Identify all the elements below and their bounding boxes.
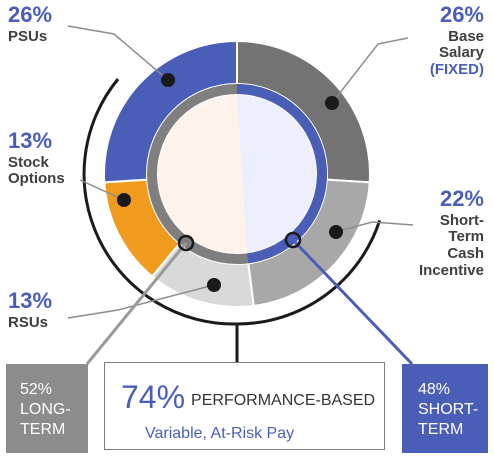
short-term-cash-label-1: Short- [439, 211, 484, 229]
long-term-box: 52% LONG- TERM [6, 364, 88, 453]
leader-long-term [85, 242, 188, 365]
slice-markers [117, 73, 343, 292]
leader-short-term [291, 238, 414, 366]
marker-short-term [284, 231, 302, 249]
long-term-percent: 52% [20, 381, 53, 398]
stock-options-label-2: Options [8, 170, 65, 188]
short-term-label-1: SHORT- [418, 401, 479, 418]
callout-psus: 26% PSUs [8, 2, 53, 45]
psus-percent: 26% [8, 2, 53, 27]
base-salary-label-2: Salary [438, 44, 484, 62]
short-term-label-2: TERM [418, 421, 464, 438]
base-salary-fixed-label: (FIXED) [429, 61, 484, 79]
rsus-label: RSUs [8, 313, 49, 331]
long-term-bracket [82, 78, 238, 326]
short-term-cash-label-2: Term [448, 228, 484, 246]
performance-label: PERFORMANCE-BASED [191, 392, 376, 409]
callout-stock-options: 13% Stock Options [8, 128, 65, 188]
long-term-label-2: TERM [20, 421, 66, 438]
marker-long-term [177, 234, 195, 252]
leader-rsus [67, 284, 215, 319]
variable-pay-label: Variable, At-Risk Pay [145, 425, 295, 442]
base-salary-label-1: Base [448, 27, 484, 45]
center-fill-left [158, 95, 247, 253]
donut-slices [103, 39, 371, 308]
inner-ring-short-term [236, 84, 327, 264]
performance-percent: 74% [121, 379, 186, 415]
callout-base-salary: 26% Base Salary (FIXED) [429, 2, 484, 79]
callout-short-term-cash: 22% Short- Term Cash Incentive [418, 186, 484, 280]
marker-rsus [207, 278, 221, 292]
marker-stock-options [117, 193, 131, 207]
leader-base-salary [331, 37, 409, 104]
short-term-cash-percent: 22% [439, 186, 484, 211]
marker-short-term-cash [329, 225, 343, 239]
short-term-cash-label-4: Incentive [418, 262, 484, 280]
leader-short-term-cash [335, 221, 414, 233]
marker-psus [161, 73, 175, 87]
performance-based-box: 74% PERFORMANCE-BASED Variable, At-Risk P… [104, 362, 385, 450]
leader-psus [67, 25, 169, 81]
short-term-box: 48% SHORT- TERM [402, 364, 488, 453]
base-salary-percent: 26% [439, 2, 484, 27]
short-term-bracket [236, 219, 382, 326]
performance-heading: 74% PERFORMANCE-BASED [121, 379, 384, 416]
psus-label: PSUs [8, 27, 48, 45]
short-term-percent: 48% [418, 381, 451, 398]
leader-stock-options [79, 179, 125, 201]
stock-options-label-1: Stock [8, 153, 49, 171]
marker-base-salary [325, 96, 339, 110]
long-term-label-1: LONG- [20, 401, 71, 418]
center-fill-right [237, 95, 316, 253]
short-term-cash-label-3: Cash [447, 245, 484, 263]
stock-options-percent: 13% [8, 128, 53, 153]
leader-lines [67, 25, 414, 366]
rsus-percent: 13% [8, 288, 53, 313]
callout-rsus: 13% RSUs [8, 288, 53, 331]
